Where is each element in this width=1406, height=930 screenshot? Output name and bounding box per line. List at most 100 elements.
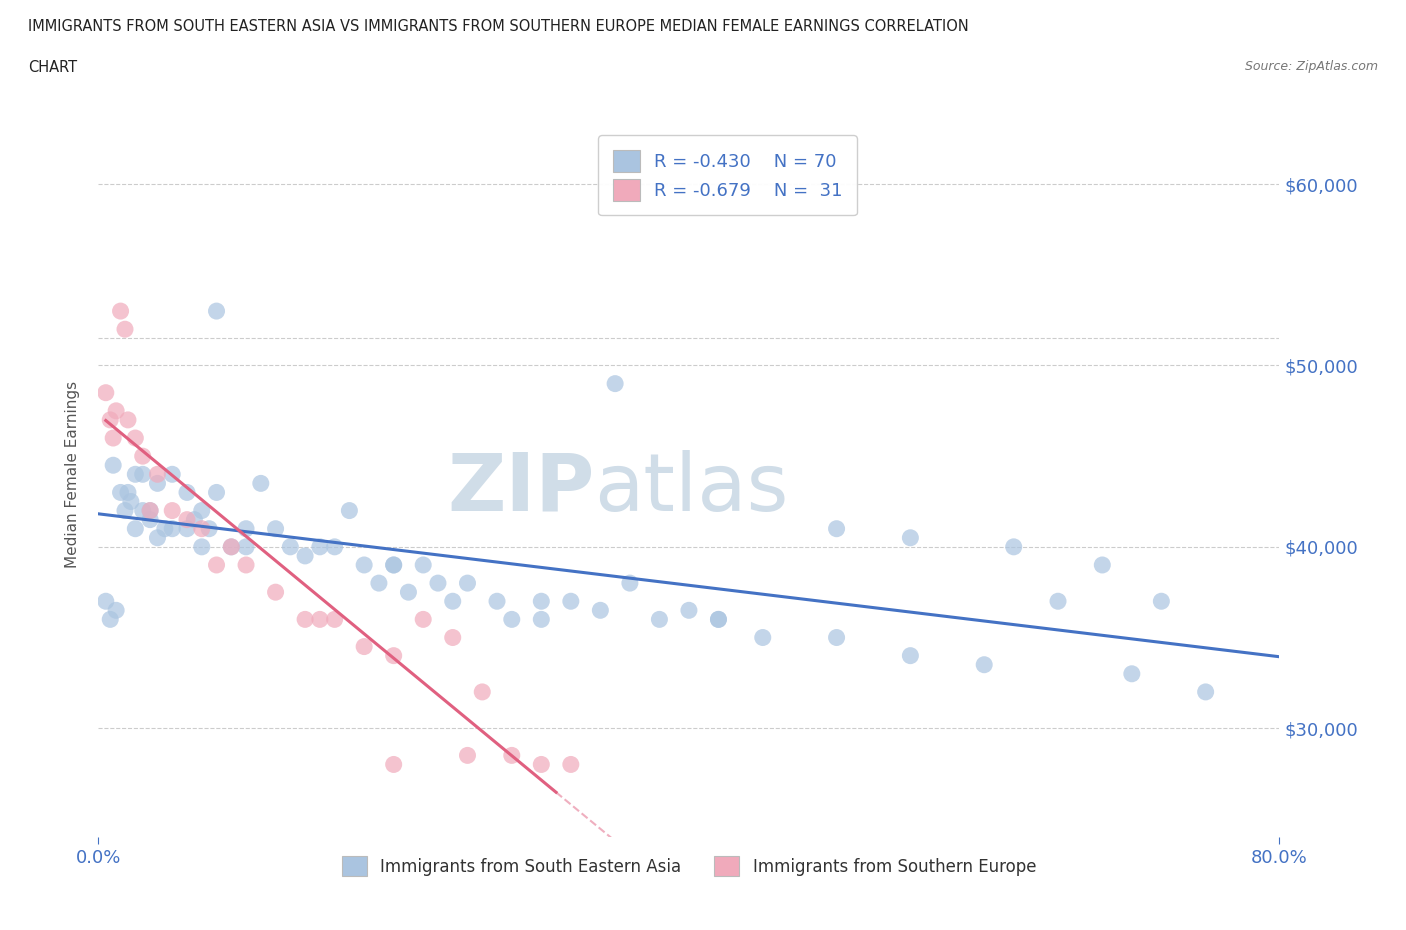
Text: IMMIGRANTS FROM SOUTH EASTERN ASIA VS IMMIGRANTS FROM SOUTHERN EUROPE MEDIAN FEM: IMMIGRANTS FROM SOUTH EASTERN ASIA VS IM… — [28, 19, 969, 33]
Point — [530, 612, 553, 627]
Point — [678, 603, 700, 618]
Point — [280, 539, 302, 554]
Point — [294, 612, 316, 627]
Point — [560, 594, 582, 609]
Point — [176, 512, 198, 527]
Point — [146, 467, 169, 482]
Text: Source: ZipAtlas.com: Source: ZipAtlas.com — [1244, 60, 1378, 73]
Point — [132, 503, 155, 518]
Point — [205, 558, 228, 573]
Point — [162, 503, 183, 518]
Point — [191, 521, 214, 536]
Point — [235, 558, 257, 573]
Point — [94, 385, 117, 400]
Point — [205, 304, 228, 319]
Point — [264, 585, 287, 600]
Point — [250, 476, 273, 491]
Point — [309, 539, 332, 554]
Point — [382, 648, 405, 663]
Point — [105, 404, 128, 418]
Point — [117, 485, 139, 500]
Point — [114, 322, 136, 337]
Point — [471, 684, 494, 699]
Point — [221, 539, 243, 554]
Point — [339, 503, 361, 518]
Point — [752, 631, 775, 645]
Point — [1121, 667, 1143, 682]
Point — [132, 467, 155, 482]
Text: CHART: CHART — [28, 60, 77, 75]
Point — [162, 521, 183, 536]
Point — [120, 494, 142, 509]
Point — [139, 503, 162, 518]
Point — [1046, 594, 1070, 609]
Point — [530, 594, 553, 609]
Point — [441, 631, 464, 645]
Point — [530, 757, 553, 772]
Point — [198, 521, 221, 536]
Point — [1150, 594, 1173, 609]
Point — [235, 539, 257, 554]
Point — [162, 467, 183, 482]
Point — [132, 449, 155, 464]
Point — [900, 648, 922, 663]
Point — [235, 521, 257, 536]
Point — [264, 521, 287, 536]
Point — [605, 377, 627, 392]
Point — [648, 612, 671, 627]
Point — [146, 476, 169, 491]
Point — [110, 485, 132, 500]
Point — [486, 594, 509, 609]
Point — [501, 612, 523, 627]
Point — [441, 594, 464, 609]
Point — [221, 539, 243, 554]
Point — [353, 558, 375, 573]
Point — [98, 413, 121, 428]
Point — [427, 576, 450, 591]
Point — [114, 503, 136, 518]
Point — [103, 431, 125, 445]
Point — [110, 304, 132, 319]
Point — [353, 639, 375, 654]
Point — [1091, 558, 1114, 573]
Point — [98, 612, 121, 627]
Point — [368, 576, 391, 591]
Point — [153, 521, 176, 536]
Point — [105, 603, 128, 618]
Point — [309, 612, 332, 627]
Point — [560, 757, 582, 772]
Point — [103, 458, 125, 472]
Point — [1195, 684, 1218, 699]
Point — [589, 603, 612, 618]
Point — [619, 576, 641, 591]
Point — [176, 521, 198, 536]
Point — [1002, 539, 1025, 554]
Point — [457, 576, 479, 591]
Point — [398, 585, 420, 600]
Point — [183, 512, 205, 527]
Point — [117, 413, 139, 428]
Text: atlas: atlas — [595, 450, 789, 528]
Point — [973, 658, 995, 672]
Point — [146, 530, 169, 545]
Point — [501, 748, 523, 763]
Point — [707, 612, 730, 627]
Legend: Immigrants from South Eastern Asia, Immigrants from Southern Europe: Immigrants from South Eastern Asia, Immi… — [335, 849, 1043, 884]
Point — [825, 631, 848, 645]
Point — [191, 539, 214, 554]
Point — [707, 612, 730, 627]
Point — [382, 558, 405, 573]
Text: ZIP: ZIP — [447, 450, 595, 528]
Point — [205, 485, 228, 500]
Point — [412, 612, 434, 627]
Point — [323, 612, 346, 627]
Point — [323, 539, 346, 554]
Point — [457, 748, 479, 763]
Point — [124, 521, 146, 536]
Point — [139, 503, 162, 518]
Point — [124, 467, 146, 482]
Point — [191, 503, 214, 518]
Point — [900, 530, 922, 545]
Y-axis label: Median Female Earnings: Median Female Earnings — [65, 380, 80, 568]
Point — [139, 512, 162, 527]
